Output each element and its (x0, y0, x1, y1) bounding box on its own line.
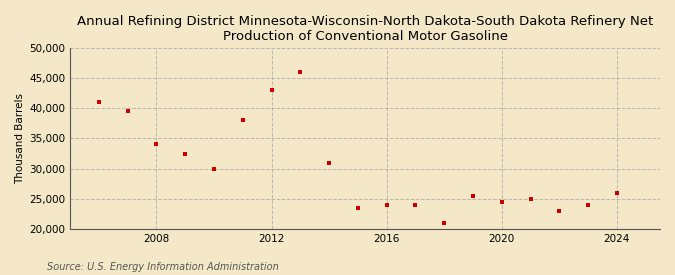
Text: Source: U.S. Energy Information Administration: Source: U.S. Energy Information Administ… (47, 262, 279, 272)
Title: Annual Refining District Minnesota-Wisconsin-North Dakota-South Dakota Refinery : Annual Refining District Minnesota-Wisco… (77, 15, 653, 43)
Y-axis label: Thousand Barrels: Thousand Barrels (15, 93, 25, 184)
